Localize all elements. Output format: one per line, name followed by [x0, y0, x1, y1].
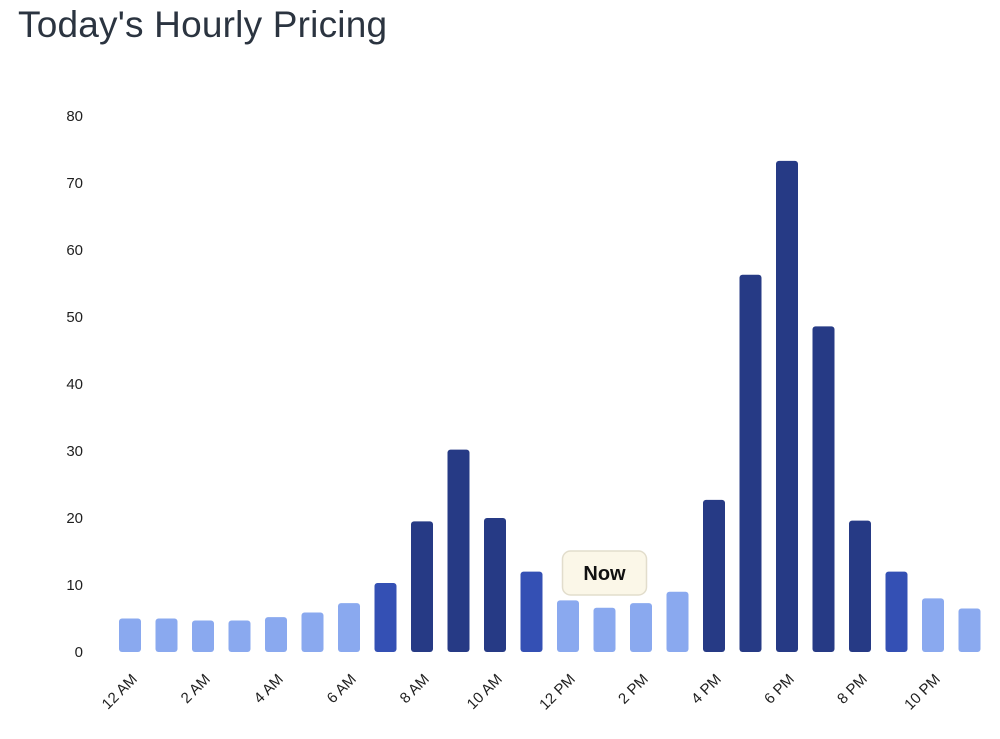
bar-11-pm: [958, 608, 981, 652]
now-callout-box: [561, 550, 648, 596]
x-tick-label: 6 AM: [324, 671, 360, 707]
y-tick-label: 80: [66, 108, 83, 125]
chart-title: Today's Hourly Pricing: [18, 4, 388, 45]
x-tick-label: 6 PM: [761, 671, 798, 708]
x-tick-label: 2 PM: [615, 671, 652, 708]
y-axis-ticks: 0 10 20 30 40 50 60 70 80: [66, 108, 83, 661]
x-tick-label: 8 AM: [397, 671, 433, 707]
bar-10-pm: [922, 598, 944, 652]
now-callout: Now: [561, 550, 648, 596]
x-tick-label: 10 PM: [901, 671, 944, 714]
bar-1-pm: [593, 607, 616, 652]
x-tick-label: 2 AM: [178, 671, 214, 707]
y-tick-label: 60: [66, 242, 83, 259]
y-tick-label: 20: [66, 510, 83, 527]
bar-2-pm: [630, 603, 652, 652]
x-tick-label: 12 PM: [536, 671, 579, 714]
bar-8-pm: [849, 520, 871, 652]
y-tick-label: 10: [66, 577, 83, 594]
bar-3-pm: [666, 591, 689, 652]
bar-12-am: [119, 618, 141, 652]
x-tick-label: 8 PM: [834, 671, 871, 708]
y-tick-label: 40: [66, 376, 83, 393]
now-callout-label: Now: [583, 563, 626, 585]
bar-9-am: [447, 449, 470, 652]
x-tick-label: 4 AM: [251, 671, 287, 707]
x-tick-label: 4 PM: [688, 671, 725, 708]
bar-2-am: [192, 620, 214, 652]
bar-5-pm: [739, 274, 762, 652]
x-axis-ticks: 12 AM 2 AM 4 AM 6 AM 8 AM 10 AM 12 PM 2 PM 4 PM 6…: [99, 671, 944, 714]
bar-3-am: [228, 620, 251, 652]
bar-1-am: [155, 618, 178, 652]
y-tick-label: 0: [75, 644, 83, 661]
y-tick-label: 70: [66, 175, 83, 192]
bar-7-pm: [812, 326, 835, 652]
y-tick-label: 30: [66, 443, 83, 460]
y-tick-label: 50: [66, 309, 83, 326]
bar-7-am: [374, 582, 397, 652]
bar-9-pm: [885, 571, 908, 652]
bar-12-pm: [557, 600, 579, 652]
bar-8-am: [411, 521, 433, 652]
bar-4-am: [265, 617, 287, 652]
x-tick-label: 12 AM: [99, 671, 141, 713]
bar-6-am: [338, 603, 360, 652]
bars-group: [119, 160, 981, 652]
bar-5-am: [301, 612, 324, 652]
bar-6-pm: [776, 160, 798, 652]
bar-4-pm: [703, 499, 725, 652]
bar-11-am: [520, 571, 543, 652]
x-tick-label: 10 AM: [464, 671, 506, 713]
bar-10-am: [484, 518, 506, 652]
